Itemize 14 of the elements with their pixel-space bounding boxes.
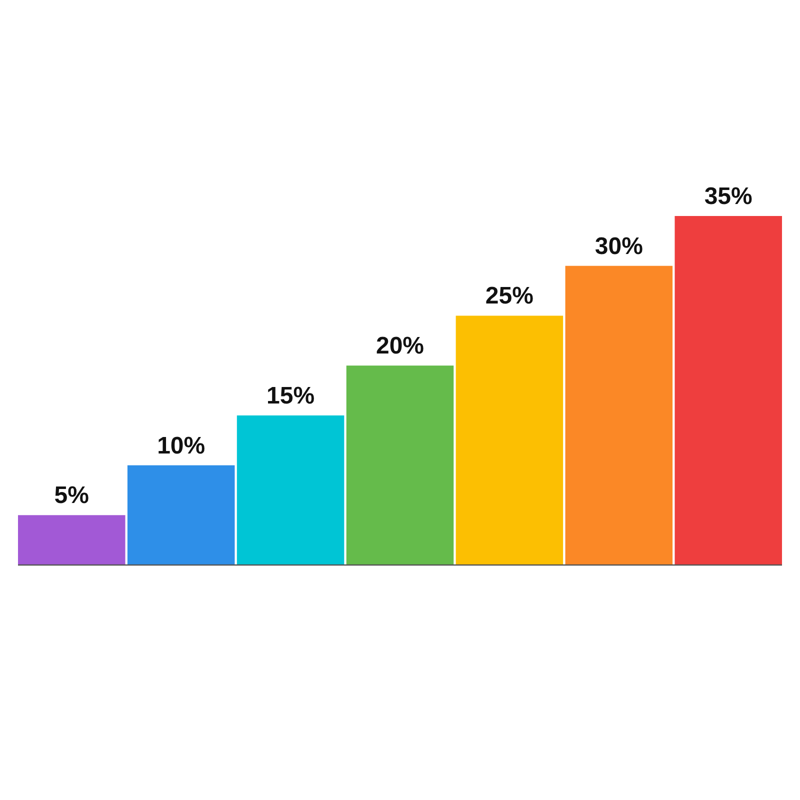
bar xyxy=(674,216,782,565)
data-label: 30% xyxy=(594,232,643,260)
data-label: 25% xyxy=(485,282,534,310)
bar xyxy=(456,316,564,565)
data-label: 15% xyxy=(266,382,315,410)
data-label: 20% xyxy=(376,332,424,360)
data-label: 5% xyxy=(54,482,89,510)
bar xyxy=(18,515,126,565)
data-label: 10% xyxy=(157,432,206,460)
bar xyxy=(346,366,454,565)
data-label: 35% xyxy=(704,183,752,210)
bar xyxy=(127,465,235,565)
bar xyxy=(565,266,673,565)
bar xyxy=(236,415,344,565)
